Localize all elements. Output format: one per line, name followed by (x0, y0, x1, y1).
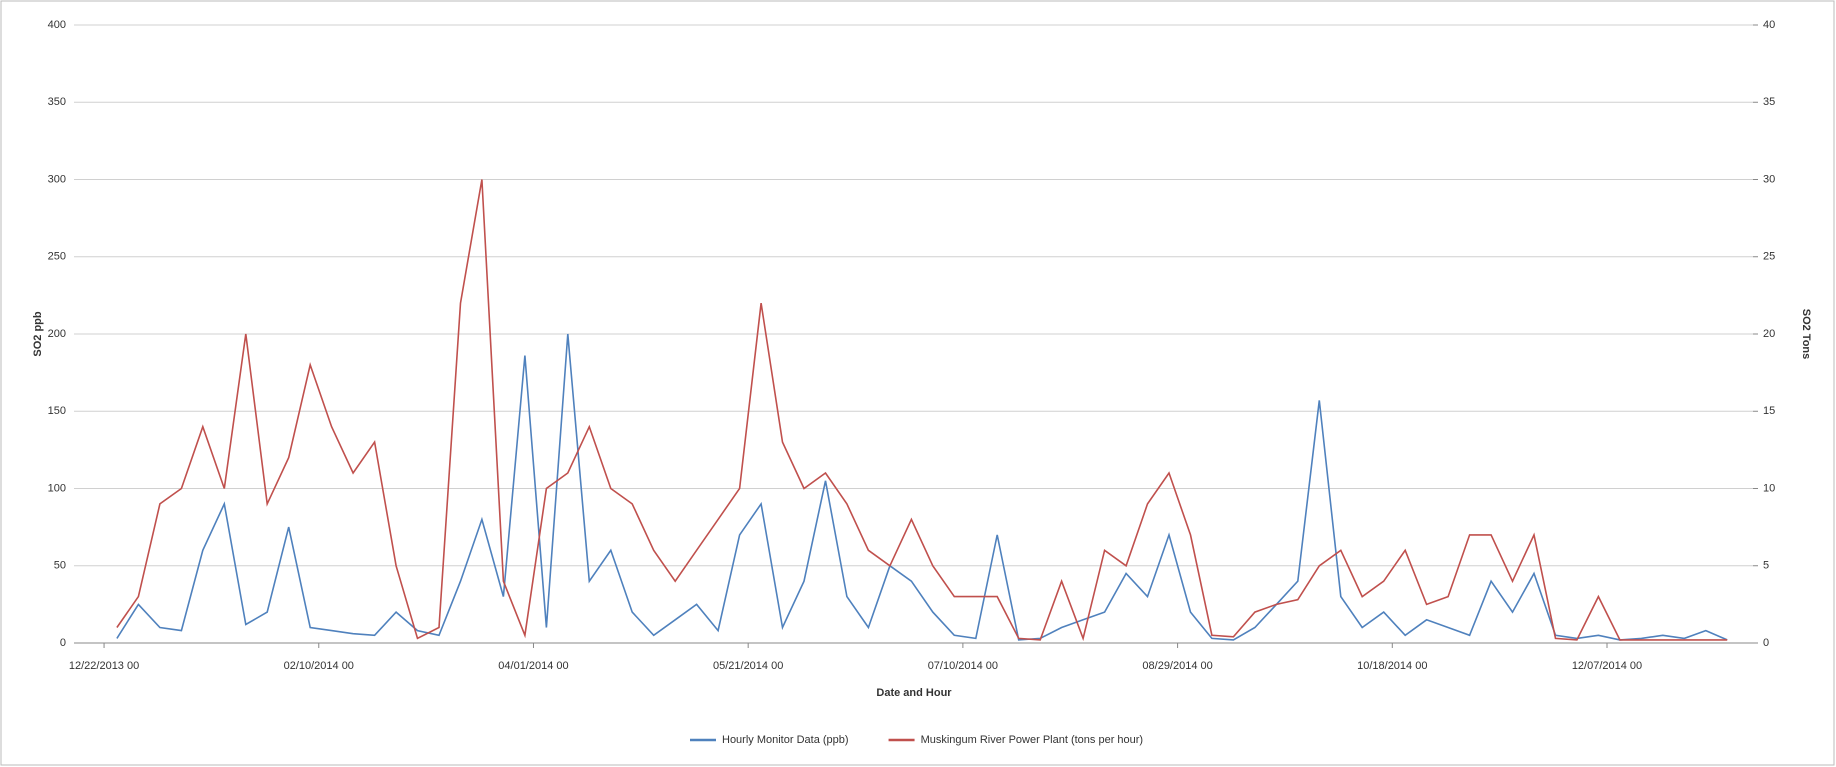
y-tick-label: 350 (48, 96, 66, 108)
y2-tick-label: 30 (1763, 173, 1775, 185)
x-tick-label: 05/21/2014 00 (713, 660, 783, 672)
x-tick-label: 10/18/2014 00 (1357, 660, 1427, 672)
y-tick-label: 400 (48, 19, 66, 31)
y-tick-label: 0 (60, 637, 66, 649)
y2-tick-label: 40 (1763, 19, 1775, 31)
legend-label: Muskingum River Power Plant (tons per ho… (921, 734, 1144, 746)
series-line (116, 179, 1728, 642)
x-tick-label: 04/01/2014 00 (498, 660, 568, 672)
x-tick-label: 12/07/2014 00 (1572, 660, 1642, 672)
y2-axis-title: SO2 Tons (1800, 309, 1812, 360)
series-line (116, 333, 1728, 641)
y-tick-label: 100 (48, 482, 66, 494)
y2-tick-label: 20 (1763, 328, 1775, 340)
y-tick-label: 300 (48, 173, 66, 185)
y2-tick-label: 25 (1763, 251, 1775, 263)
y2-tick-label: 35 (1763, 96, 1775, 108)
y2-tick-label: 15 (1763, 405, 1775, 417)
legend-label: Hourly Monitor Data (ppb) (722, 734, 849, 746)
x-tick-label: 08/29/2014 00 (1142, 660, 1212, 672)
x-tick-label: 07/10/2014 00 (928, 660, 998, 672)
y-tick-label: 150 (48, 405, 66, 417)
x-axis-title: Date and Hour (876, 687, 952, 699)
y2-tick-label: 10 (1763, 482, 1775, 494)
x-tick-label: 02/10/2014 00 (284, 660, 354, 672)
y-axis-title: SO2 ppb (32, 311, 44, 357)
y-tick-label: 250 (48, 251, 66, 263)
y2-tick-label: 5 (1763, 560, 1769, 572)
y2-tick-label: 0 (1763, 637, 1769, 649)
y-tick-label: 200 (48, 328, 66, 340)
x-tick-label: 12/22/2013 00 (69, 660, 139, 672)
y-tick-label: 50 (54, 560, 66, 572)
